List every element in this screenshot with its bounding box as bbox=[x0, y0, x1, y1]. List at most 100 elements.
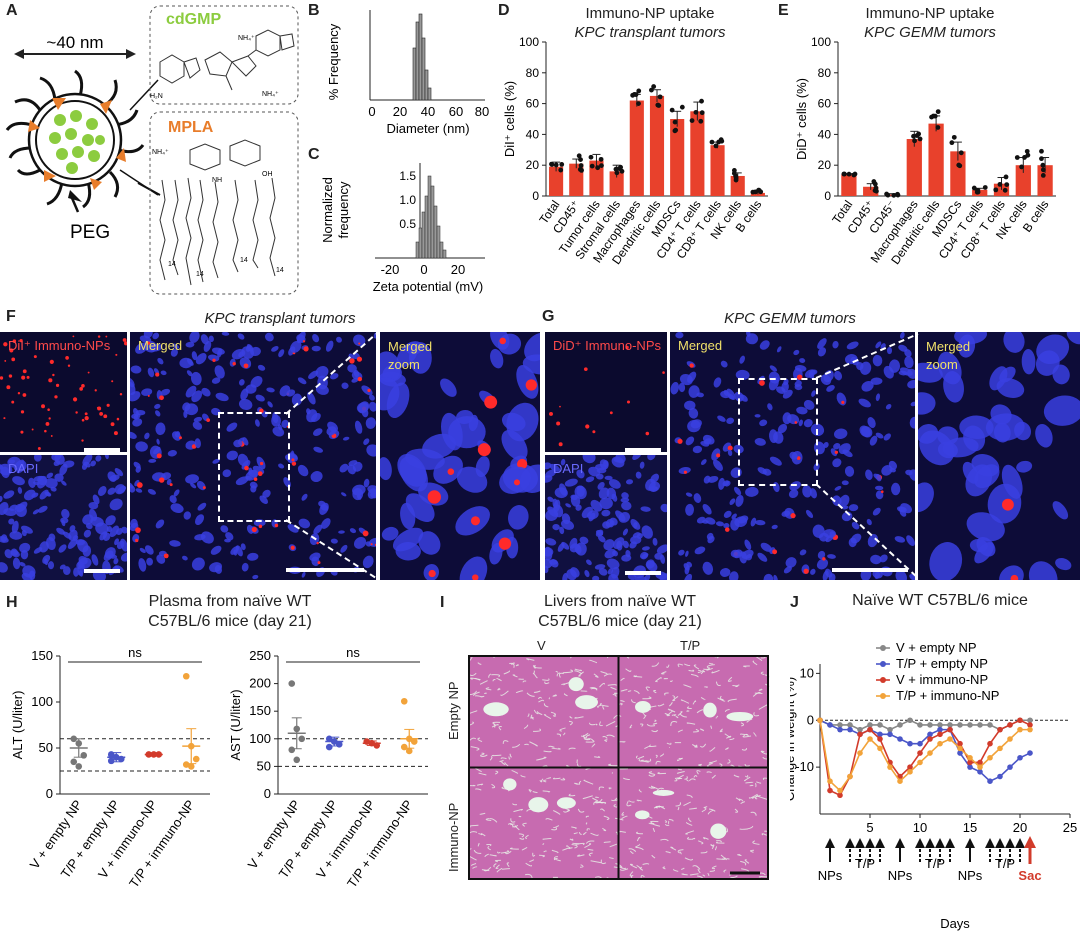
nucleus-shape bbox=[867, 417, 876, 429]
dose-arrow-head bbox=[915, 838, 925, 848]
data-point bbox=[718, 137, 724, 143]
nucleus-shape bbox=[373, 332, 376, 339]
nucleus-shape bbox=[943, 371, 964, 403]
data-point bbox=[669, 107, 675, 113]
sinusoid-line bbox=[583, 779, 594, 785]
f-dapi-label: DAPI bbox=[8, 461, 39, 476]
sinusoid-line bbox=[591, 797, 599, 802]
bar bbox=[710, 145, 725, 196]
nucleus-shape bbox=[959, 415, 994, 440]
nucleus-shape bbox=[191, 351, 198, 361]
nucleus-shape bbox=[301, 571, 306, 578]
panel-b-histogram: % Frequency 0 20 40 60 80 Diameter (nm) bbox=[326, 10, 489, 136]
nucleus-shape bbox=[135, 441, 148, 452]
y-axis-label: DiD⁺ cells (%) bbox=[794, 78, 809, 160]
y-tick-label: 0 bbox=[46, 786, 53, 801]
e-title: Immuno-NP uptake KPC GEMM tumors bbox=[800, 4, 1060, 42]
nucleus-shape bbox=[339, 463, 349, 473]
sinusoid-line bbox=[504, 762, 509, 767]
nucleus-shape bbox=[899, 367, 913, 376]
sinusoid-line bbox=[480, 695, 485, 698]
nucleus-shape bbox=[731, 513, 737, 520]
sinusoid-line bbox=[700, 728, 705, 732]
y-tick-label: 100 bbox=[31, 694, 53, 709]
sinusoid-line bbox=[636, 837, 641, 842]
data-point bbox=[842, 171, 847, 177]
nucleus-shape bbox=[603, 539, 615, 551]
sinusoid-line bbox=[542, 779, 547, 783]
bar bbox=[690, 111, 705, 196]
sinusoid-line bbox=[706, 664, 715, 669]
np-signal-dot bbox=[41, 404, 46, 409]
mpla-chain-14-d: 14 bbox=[276, 267, 284, 274]
series-line bbox=[819, 719, 1031, 797]
nucleus-shape bbox=[769, 456, 782, 466]
nucleus-shape bbox=[685, 492, 693, 497]
sinusoid-line bbox=[588, 852, 593, 857]
series-point bbox=[907, 740, 913, 747]
nucleus-shape bbox=[565, 503, 572, 508]
sinusoid-line bbox=[665, 851, 671, 854]
nucleus-shape bbox=[729, 498, 736, 506]
d-title: Immuno-NP uptake KPC transplant tumors bbox=[520, 4, 780, 42]
nucleus-shape bbox=[642, 546, 650, 551]
sinusoid-line bbox=[740, 860, 747, 866]
sinusoid-line bbox=[561, 683, 566, 686]
sinusoid-line bbox=[501, 868, 511, 870]
np-signal-dot bbox=[72, 335, 75, 338]
np-signal-dot bbox=[427, 490, 442, 504]
mpla-nh4-label: NH₄⁺ bbox=[152, 149, 169, 156]
nucleus-shape bbox=[185, 474, 199, 484]
nucleus-shape bbox=[688, 407, 699, 419]
np-signal-dot bbox=[147, 394, 150, 397]
sinusoid-line bbox=[667, 708, 676, 713]
series-point bbox=[857, 726, 863, 733]
np-signal-dot bbox=[22, 369, 27, 374]
f-zoom-label: Merged zoom bbox=[388, 338, 432, 374]
series-point bbox=[927, 750, 933, 756]
sinusoid-line bbox=[691, 743, 698, 748]
y-tick-label: 80 bbox=[526, 66, 540, 80]
sinusoid-line bbox=[500, 690, 509, 696]
np-signal-dot bbox=[94, 389, 97, 392]
sinusoid-line bbox=[546, 777, 552, 780]
series-point bbox=[907, 769, 913, 775]
nucleus-shape bbox=[144, 432, 150, 440]
sinusoid-line bbox=[687, 836, 692, 840]
nucleus-shape bbox=[687, 371, 697, 383]
nucleus-shape bbox=[105, 515, 116, 526]
dose-arrow-head bbox=[875, 838, 885, 848]
series-point bbox=[867, 736, 873, 742]
np-signal-dot bbox=[96, 406, 99, 409]
nucleus-shape bbox=[286, 389, 296, 397]
sinusoid-line bbox=[600, 859, 607, 865]
nucleus-shape bbox=[247, 552, 259, 561]
nucleus-shape bbox=[640, 551, 649, 560]
sinusoid-line bbox=[580, 864, 584, 868]
panel-letter-f: F bbox=[6, 308, 16, 325]
data-point bbox=[1025, 152, 1031, 158]
np-signal-dot bbox=[244, 465, 249, 471]
nucleus-shape bbox=[336, 336, 342, 343]
np-signal-dot bbox=[206, 418, 211, 423]
panel-letter-h: H bbox=[6, 594, 18, 611]
nucleus-shape bbox=[894, 536, 906, 543]
sinusoid-line bbox=[724, 733, 730, 738]
np-signal-dot bbox=[81, 439, 84, 442]
c-ylabel-1: Normalized bbox=[320, 177, 335, 243]
nucleus-shape bbox=[89, 508, 98, 521]
sinusoid-line bbox=[608, 763, 618, 767]
nucleus-shape bbox=[32, 509, 40, 515]
nucleus-shape bbox=[194, 514, 205, 526]
bar bbox=[1037, 165, 1053, 196]
nucleus-shape bbox=[186, 370, 193, 377]
nucleus-shape bbox=[585, 476, 595, 483]
nucleus-shape bbox=[759, 419, 768, 427]
data-point bbox=[709, 139, 715, 145]
nucleus-shape bbox=[194, 534, 206, 541]
mpla-chain-14-c: 14 bbox=[240, 257, 248, 264]
sinusoid-line bbox=[716, 857, 727, 860]
series-point bbox=[997, 773, 1003, 780]
np-signal-dot bbox=[11, 400, 15, 404]
nucleus-shape bbox=[579, 536, 589, 545]
